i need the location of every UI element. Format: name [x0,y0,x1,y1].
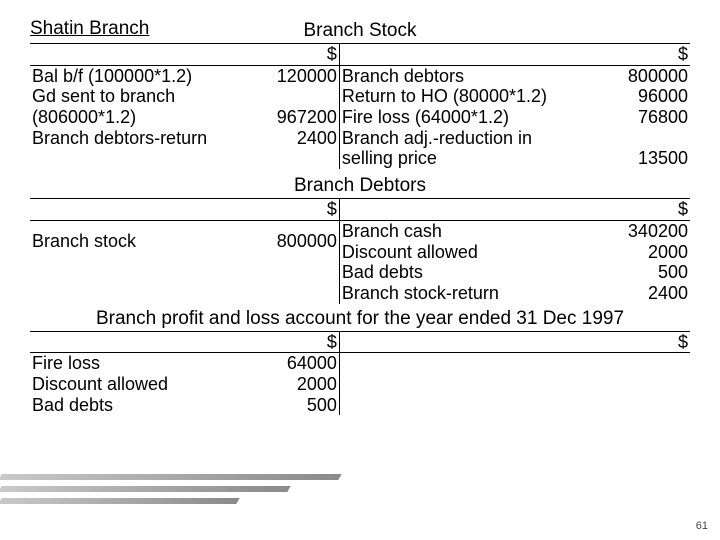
cell: 500 [241,395,339,416]
cell [30,283,241,304]
page-number: 61 [696,520,708,532]
cell: Branch debtors-return [30,128,241,149]
cell: Branch cash [339,220,597,241]
cell: 2400 [597,283,690,304]
section-title-pl: Branch profit and loss account for the y… [30,308,690,332]
cell [597,374,690,395]
cell [597,353,690,374]
ledger-branch-debtors: $ $ Branch stock800000Branch cash340200 … [30,199,690,303]
stripe-icon [0,474,342,480]
col-header-left: $ [241,332,339,353]
cell [597,128,690,149]
cell: Bad debts [30,395,241,416]
cell: Bad debts [339,262,597,283]
cell: Branch debtors [339,65,597,86]
cell [241,283,339,304]
cell [597,395,690,416]
page-body: Shatin Branch Branch Stock $ $ Bal b/f (… [0,0,720,415]
col-header-left: $ [241,44,339,65]
cell: Return to HO (80000*1.2) [339,86,597,107]
col-header-right: $ [597,44,690,65]
col-header-right: $ [597,199,690,220]
cell: Gd sent to branch [30,86,241,107]
cell: 96000 [597,86,690,107]
cell: Fire loss (64000*1.2) [339,107,597,128]
cell [30,262,241,283]
cell: Discount allowed [30,374,241,395]
col-header-right: $ [597,332,690,353]
cell [339,374,597,395]
cell: (806000*1.2) [30,107,241,128]
cell: 800000 [241,220,339,262]
cell: 64000 [241,353,339,374]
cell: Branch stock-return [339,283,597,304]
cell [241,86,339,107]
stripe-icon [0,498,240,504]
cell: 120000 [241,65,339,86]
cell: Branch stock [30,220,241,262]
cell [30,148,241,169]
cell [241,148,339,169]
cell: 800000 [597,65,690,86]
cell: selling price [339,148,597,169]
cell: 13500 [597,148,690,169]
cell: 76800 [597,107,690,128]
cell [241,262,339,283]
stripe-icon [0,486,291,492]
cell [339,395,597,416]
cell: 500 [597,262,690,283]
decorative-stripes [0,474,340,510]
cell: 2400 [241,128,339,149]
cell [339,353,597,374]
cell: 340200 [597,220,690,241]
cell: Bal b/f (100000*1.2) [30,65,241,86]
cell: 2000 [597,242,690,263]
ledger-branch-stock: $ $ Bal b/f (100000*1.2)120000Branch deb… [30,44,690,169]
cell: Fire loss [30,353,241,374]
cell: Branch adj.-reduction in [339,128,597,149]
cell: 967200 [241,107,339,128]
col-header-left: $ [241,199,339,220]
ledger-profit-loss: $ $ Fire loss64000 Discount allowed2000 … [30,332,690,416]
cell: 2000 [241,374,339,395]
cell: Discount allowed [339,242,597,263]
section-title-debtors: Branch Debtors [30,175,690,199]
